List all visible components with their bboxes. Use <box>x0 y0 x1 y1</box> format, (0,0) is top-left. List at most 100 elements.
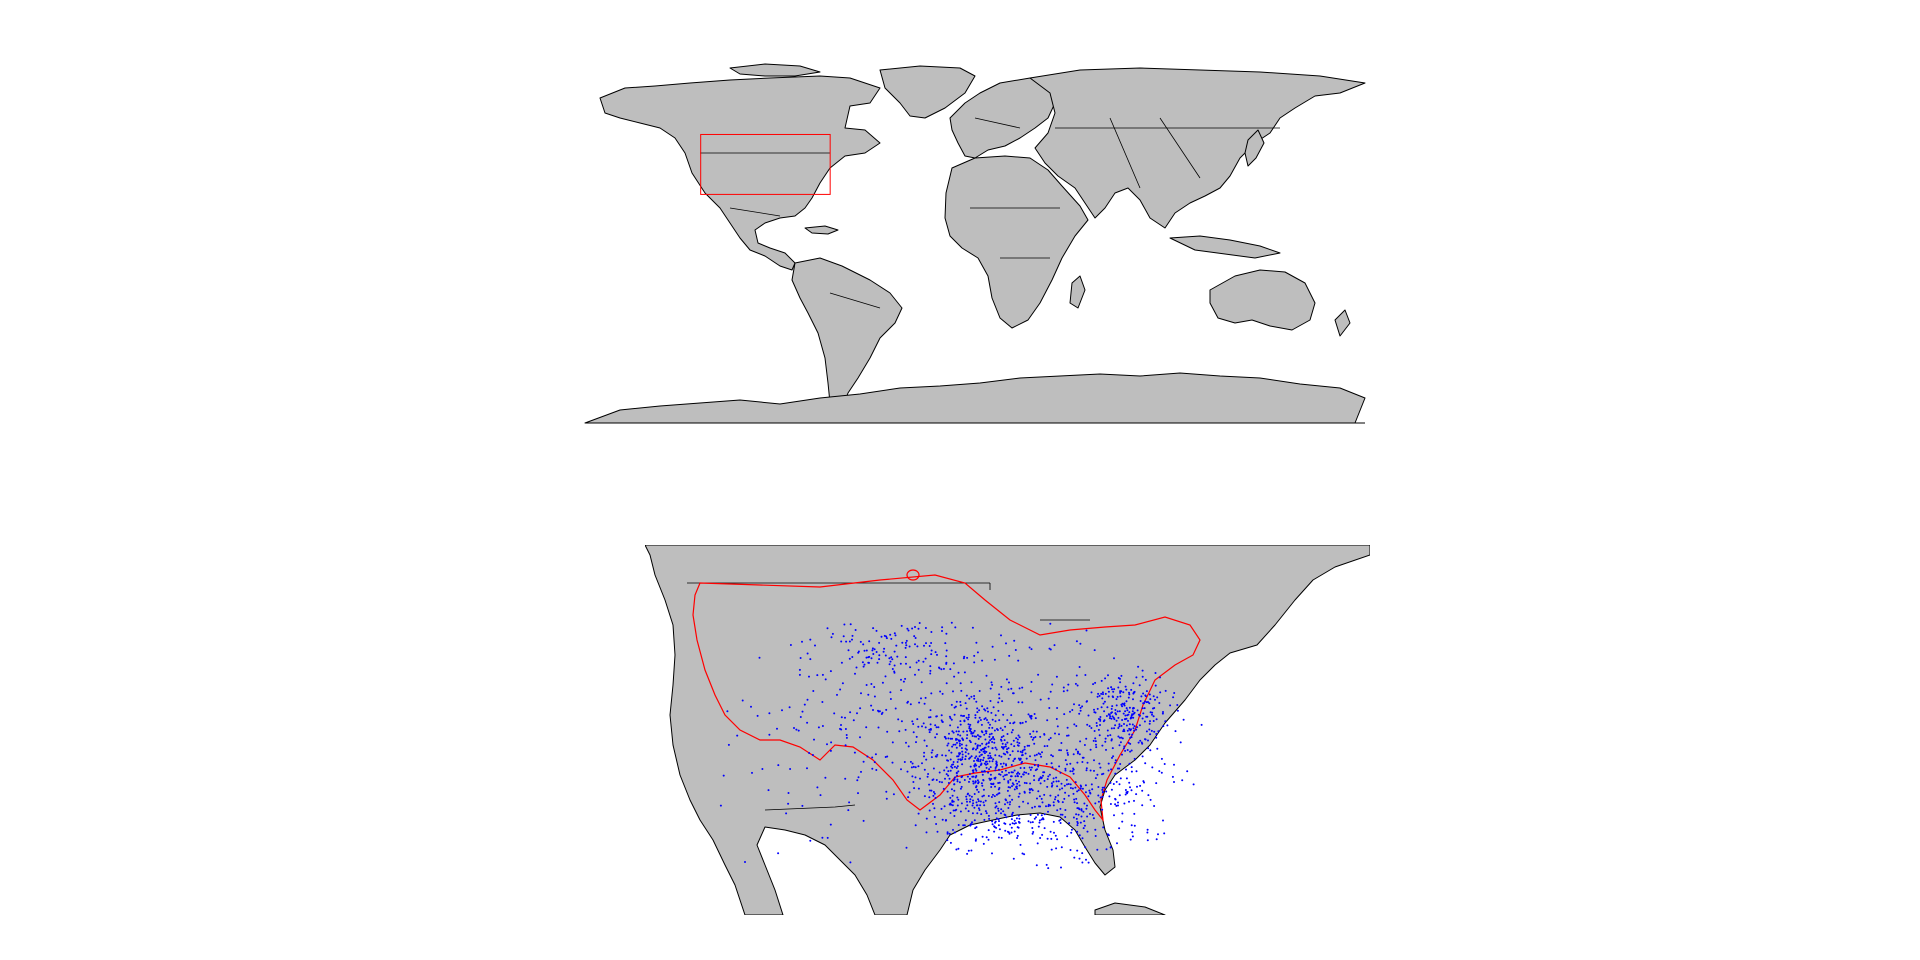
occurrence-point <box>1061 801 1064 804</box>
occurrence-point <box>1152 707 1154 710</box>
occurrence-point <box>1155 733 1158 735</box>
occurrence-point <box>941 720 944 723</box>
occurrence-point <box>989 755 992 757</box>
occurrence-point <box>993 795 996 798</box>
occurrence-point <box>1012 692 1015 695</box>
occurrence-point <box>798 668 801 671</box>
occurrence-point <box>1033 764 1036 767</box>
occurrence-point <box>1004 798 1007 801</box>
occurrence-point <box>1111 695 1114 698</box>
occurrence-point <box>973 695 976 697</box>
occurrence-point <box>969 823 972 826</box>
occurrence-point <box>852 719 855 722</box>
occurrence-point <box>1059 771 1062 774</box>
occurrence-point <box>1099 796 1102 799</box>
occurrence-point <box>1118 794 1121 797</box>
occurrence-point <box>954 743 957 746</box>
occurrence-point <box>907 796 910 799</box>
occurrence-point <box>1017 814 1020 817</box>
occurrence-point <box>893 632 896 635</box>
occurrence-point <box>1107 762 1110 765</box>
occurrence-point <box>839 688 842 691</box>
occurrence-point <box>982 779 985 781</box>
occurrence-point <box>1031 832 1034 835</box>
occurrence-point <box>1017 734 1020 737</box>
occurrence-point <box>1029 768 1032 771</box>
occurrence-point <box>1182 718 1185 721</box>
occurrence-point <box>968 697 971 700</box>
occurrence-point <box>971 626 974 629</box>
occurrence-point <box>1060 749 1062 752</box>
occurrence-point <box>949 737 952 740</box>
occurrence-point <box>1018 758 1021 761</box>
occurrence-point <box>933 816 936 818</box>
occurrence-point <box>950 788 953 791</box>
occurrence-point <box>1010 687 1013 690</box>
occurrence-point <box>988 768 991 771</box>
occurrence-point <box>1043 793 1046 796</box>
occurrence-point <box>824 678 827 681</box>
occurrence-point <box>989 773 992 776</box>
occurrence-point <box>950 703 953 706</box>
occurrence-point <box>970 755 973 758</box>
occurrence-point <box>964 819 967 822</box>
occurrence-point <box>1131 713 1134 716</box>
occurrence-point <box>1018 736 1021 739</box>
occurrence-point <box>758 656 761 659</box>
occurrence-point <box>1011 729 1014 731</box>
occurrence-point <box>1064 769 1067 772</box>
occurrence-point <box>1159 676 1161 679</box>
occurrence-point <box>973 793 976 795</box>
antarctica-landmass <box>584 372 1366 424</box>
occurrence-point <box>1030 766 1033 769</box>
occurrence-point <box>857 651 860 654</box>
occurrence-point <box>950 621 953 624</box>
occurrence-point <box>889 691 892 694</box>
occurrence-point <box>946 744 949 747</box>
occurrence-point <box>1066 783 1068 786</box>
occurrence-point <box>801 640 803 643</box>
world-landmasses <box>584 63 1366 424</box>
occurrence-point <box>1084 784 1087 787</box>
occurrence-point <box>949 812 952 814</box>
occurrence-point <box>976 707 979 710</box>
occurrence-point <box>1145 715 1148 718</box>
occurrence-point <box>990 786 993 788</box>
occurrence-point <box>1122 747 1125 750</box>
occurrence-point <box>1127 719 1129 722</box>
occurrence-point <box>970 795 973 798</box>
occurrence-point <box>1115 804 1118 807</box>
occurrence-point <box>1111 705 1114 708</box>
occurrence-point <box>1005 678 1008 681</box>
occurrence-point <box>861 661 864 664</box>
occurrence-point <box>989 687 992 690</box>
occurrence-point <box>932 802 934 805</box>
occurrence-point <box>977 781 980 784</box>
occurrence-point <box>1087 714 1090 717</box>
occurrence-point <box>911 762 914 765</box>
occurrence-point <box>927 773 930 775</box>
occurrence-point <box>1141 742 1144 745</box>
occurrence-point <box>863 649 866 652</box>
occurrence-point <box>1034 717 1037 720</box>
occurrence-point <box>1029 782 1032 785</box>
occurrence-point <box>1010 818 1013 821</box>
occurrence-point <box>900 689 903 692</box>
occurrence-point <box>995 761 998 764</box>
occurrence-point <box>1133 690 1136 693</box>
occurrence-point <box>1130 824 1133 827</box>
occurrence-point <box>1101 788 1104 791</box>
occurrence-point <box>969 824 972 827</box>
occurrence-point <box>959 682 962 685</box>
occurrence-point <box>939 690 942 693</box>
occurrence-point <box>1127 741 1130 744</box>
occurrence-point <box>973 760 975 762</box>
occurrence-point <box>1149 733 1152 736</box>
occurrence-point <box>1028 788 1031 791</box>
occurrence-point <box>801 710 804 713</box>
occurrence-point <box>1119 763 1122 765</box>
occurrence-point <box>938 771 941 774</box>
occurrence-point <box>950 765 953 768</box>
occurrence-point <box>1048 773 1051 776</box>
occurrence-point <box>1162 819 1164 822</box>
